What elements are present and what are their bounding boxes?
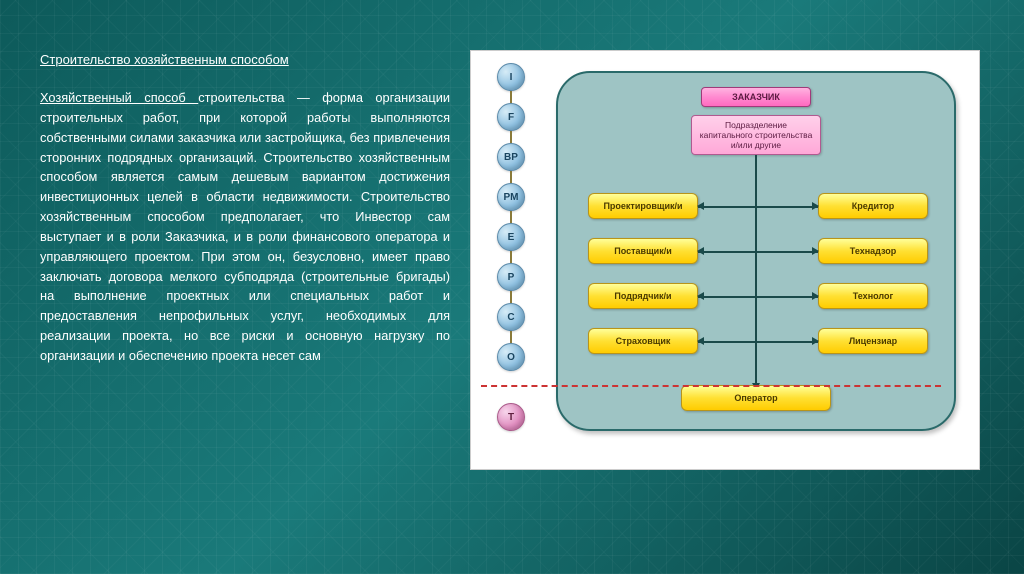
left-box: Поставщик/и xyxy=(588,238,698,264)
chain-bubble: C xyxy=(497,303,525,331)
connector-line xyxy=(758,251,818,253)
chain-connector xyxy=(510,211,512,223)
connector-line xyxy=(698,251,758,253)
text-column: Строительство хозяйственным способом Хоз… xyxy=(40,50,450,366)
operator-box: Оператор xyxy=(681,385,831,411)
arrow-left-icon xyxy=(697,337,704,345)
chain-bubble: P xyxy=(497,263,525,291)
connector-line xyxy=(698,206,758,208)
chain-bubble: PM xyxy=(497,183,525,211)
right-box: Технолог xyxy=(818,283,928,309)
dashed-divider xyxy=(481,385,941,387)
left-box: Проектировщик/и xyxy=(588,193,698,219)
right-box: Технадзор xyxy=(818,238,928,264)
header-box: ЗАКАЗЧИК xyxy=(701,87,811,107)
terminal-bubble: T xyxy=(497,403,525,431)
chain-bubble: I xyxy=(497,63,525,91)
chain-bubble: F xyxy=(497,103,525,131)
arrow-right-icon xyxy=(812,202,819,210)
subheader-box: Подразделение капитального строительства… xyxy=(691,115,821,155)
slide-title: Строительство хозяйственным способом xyxy=(40,50,450,70)
connector-line xyxy=(758,341,818,343)
arrow-left-icon xyxy=(697,292,704,300)
arrow-left-icon xyxy=(697,247,704,255)
left-box: Страховщик xyxy=(588,328,698,354)
left-box: Подрядчик/и xyxy=(588,283,698,309)
org-panel: ЗАКАЗЧИК Подразделение капитального стро… xyxy=(556,71,956,431)
arrow-right-icon xyxy=(812,247,819,255)
arrow-left-icon xyxy=(697,202,704,210)
connector-line xyxy=(698,341,758,343)
chain-connector xyxy=(510,131,512,143)
arrow-right-icon xyxy=(812,292,819,300)
body-paragraph: Хозяйственный способ строительства — фор… xyxy=(40,88,450,366)
chain-connector xyxy=(510,331,512,343)
connector-line xyxy=(758,206,818,208)
connector-line xyxy=(758,296,818,298)
chain-bubble: E xyxy=(497,223,525,251)
chain-bubble: O xyxy=(497,343,525,371)
chain-connector xyxy=(510,91,512,103)
chain-bubble: BP xyxy=(497,143,525,171)
chain-connector xyxy=(510,291,512,303)
connector-line xyxy=(698,296,758,298)
right-box: Лицензиар xyxy=(818,328,928,354)
chain-connector xyxy=(510,251,512,263)
chain-connector xyxy=(510,171,512,183)
right-box: Кредитор xyxy=(818,193,928,219)
body-text: строительства — форма организации строит… xyxy=(40,90,450,363)
diagram-container: IF BP PM EPCO T ЗАКАЗЧИК Подразделение капит… xyxy=(470,50,980,470)
slide-content: Строительство хозяйственным способом Хоз… xyxy=(0,0,1024,574)
spine-line xyxy=(755,155,757,385)
arrow-right-icon xyxy=(812,337,819,345)
role-chain: IF BP PM EPCO T xyxy=(493,63,529,431)
lead-phrase: Хозяйственный способ xyxy=(40,90,198,105)
